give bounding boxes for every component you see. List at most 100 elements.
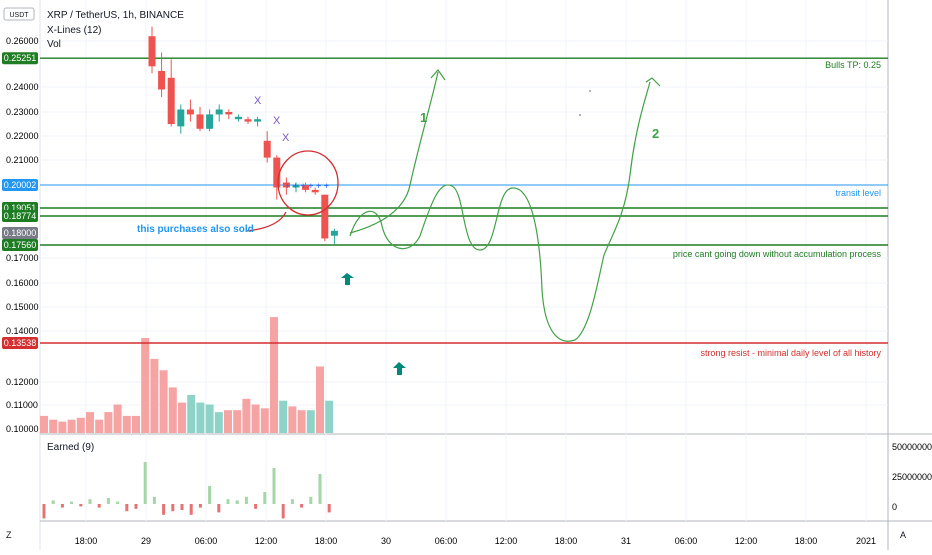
zoom-button[interactable]: Z <box>6 530 12 540</box>
price-axis-labels: 0.26000 0.24000 0.23000 0.22000 0.21000 0.170… <box>6 36 39 434</box>
candlesticks <box>148 26 338 244</box>
indicator-volume[interactable]: Vol <box>47 39 61 50</box>
x-line-markers: X X X + + + + + + <box>254 95 329 191</box>
time-tick-label: 18:00 <box>315 536 338 546</box>
purchase-circle <box>277 150 339 216</box>
up-arrow-icon <box>341 273 354 285</box>
earned-bar <box>263 492 267 504</box>
path-2-arrowhead <box>645 77 661 87</box>
volume-bar <box>316 366 324 433</box>
up-arrow-icon <box>393 362 406 375</box>
lower-tick-label: 25000000 <box>892 472 932 482</box>
path-2-drawing <box>349 81 651 342</box>
volume-bar <box>233 410 242 433</box>
candle-body <box>302 185 310 190</box>
volume-bar <box>224 410 232 433</box>
candle-body <box>321 194 329 239</box>
auto-scale-button[interactable]: A <box>900 530 906 540</box>
candle-body <box>311 189 319 193</box>
candle-body <box>263 140 271 158</box>
volume-bar <box>270 317 278 433</box>
currency-badge-label: USDT <box>9 12 29 19</box>
earned-bar <box>244 496 248 504</box>
indicator-xlines[interactable]: X-Lines (12) <box>47 25 101 36</box>
volume-bar <box>288 406 297 433</box>
volume-bar <box>187 395 196 433</box>
symbol-legend: USDT XRP / TetherUS, 1h, BINANCE X-Lines… <box>3 7 184 453</box>
time-tick-label: 06:00 <box>435 536 458 546</box>
price-tick-label: 0.22000 <box>6 131 39 141</box>
time-tick-label: 12:00 <box>735 536 758 546</box>
time-tick-label: 18:00 <box>555 536 578 546</box>
symbol-title[interactable]: XRP / TetherUS, 1h, BINANCE <box>47 10 184 21</box>
volume-bar <box>40 415 48 433</box>
earned-bar <box>318 474 322 504</box>
volume-bar <box>214 412 223 433</box>
earned-bar <box>189 504 193 515</box>
price-tick-label: 0.26000 <box>6 36 39 46</box>
earned-bar <box>106 498 110 504</box>
price-tag-box <box>2 337 38 349</box>
dot <box>579 114 581 116</box>
candle-body <box>206 114 214 129</box>
earned-bar <box>208 486 212 504</box>
time-tick-label: 06:00 <box>195 536 218 546</box>
price-tick-label: 0.10000 <box>6 424 39 434</box>
earned-bar <box>327 504 331 513</box>
volume-bar <box>242 398 251 433</box>
plus-marker: + + + + + + <box>285 181 329 191</box>
volume-bar <box>67 419 76 433</box>
price-tick-label: 0.16000 <box>6 278 39 288</box>
price-tag-box <box>2 239 38 251</box>
earned-bar <box>290 499 294 504</box>
price-tick-label: 0.24000 <box>6 82 39 92</box>
time-tick-label: 30 <box>381 536 391 546</box>
price-tick-label: 0.21000 <box>6 155 39 165</box>
volume-bar <box>168 387 177 433</box>
volume-bar <box>306 410 315 433</box>
candle-body <box>254 119 262 122</box>
time-tick-label: 12:00 <box>495 536 518 546</box>
volume-bar <box>325 400 334 433</box>
volume-bar <box>205 404 214 433</box>
earned-bar <box>171 504 175 512</box>
earned-bar <box>226 499 230 504</box>
earned-bar <box>300 504 304 508</box>
candle-body <box>225 112 233 115</box>
price-tag-label: 0.20002 <box>4 180 37 190</box>
time-tick-label: 06:00 <box>675 536 698 546</box>
indicator-earned[interactable]: Earned (9) <box>47 442 94 453</box>
earned-bar <box>162 504 166 515</box>
earned-bar <box>42 504 46 519</box>
earned-bar <box>143 462 147 504</box>
earned-bar <box>272 468 276 504</box>
time-tick-label: 12:00 <box>255 536 278 546</box>
candle-body <box>244 119 252 122</box>
candle-body <box>292 185 300 188</box>
grid <box>40 0 888 521</box>
price-tag-box <box>2 52 38 65</box>
volume-bar <box>76 417 85 433</box>
earned-bar <box>152 496 156 504</box>
volume-bar <box>150 358 159 433</box>
price-tag-box <box>2 210 38 222</box>
earned-bar <box>309 496 313 504</box>
price-tick-label: 0.23000 <box>6 107 39 117</box>
currency-badge[interactable] <box>3 7 35 21</box>
lower-tick-label: 50000000 <box>892 442 932 452</box>
x-marker: X <box>254 95 262 107</box>
volume-bar <box>196 402 205 433</box>
transit-level-label: transit level <box>835 188 881 198</box>
accumulation-label: price cant going down without accumulati… <box>673 249 882 259</box>
purchases-label: this purchases also sold <box>137 224 254 235</box>
candle-body <box>148 36 156 67</box>
price-tag-box <box>2 179 38 191</box>
earned-bar <box>235 500 239 504</box>
volume-bar <box>251 404 260 433</box>
candle-body <box>196 114 204 129</box>
volume-bar <box>58 421 67 433</box>
price-tick-label: 0.12000 <box>6 377 39 387</box>
